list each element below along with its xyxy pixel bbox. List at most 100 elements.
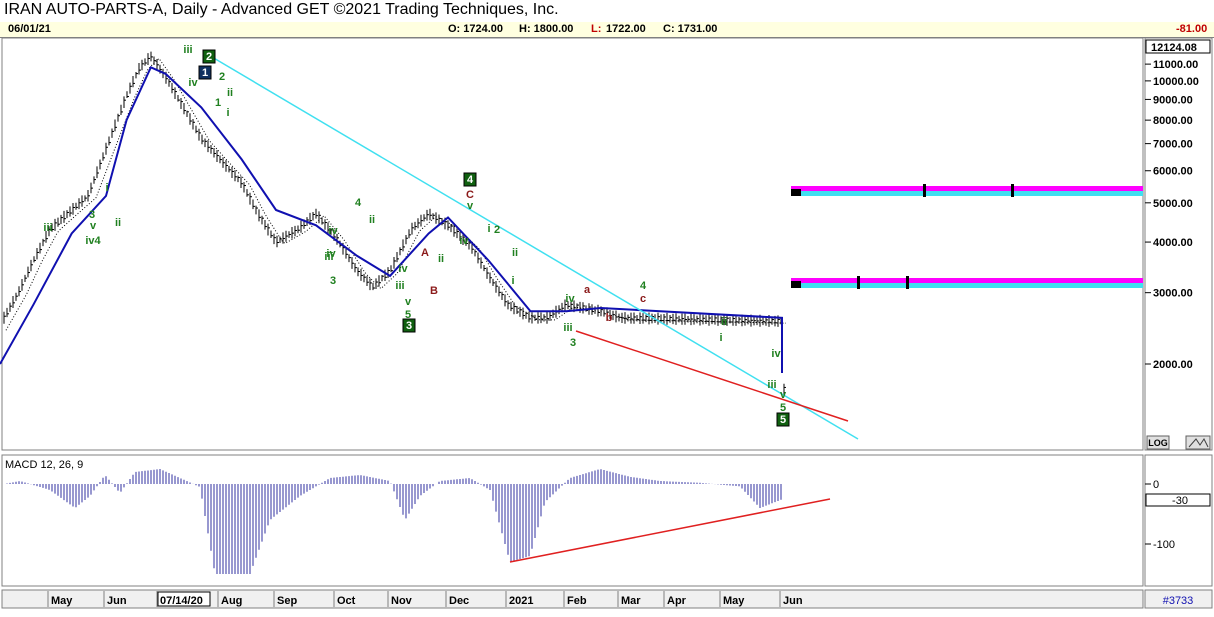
price-bar bbox=[270, 230, 273, 238]
wave-label: iii bbox=[395, 280, 404, 292]
price-bar bbox=[102, 152, 105, 161]
wave-marker-box: 4 bbox=[463, 172, 477, 187]
wave-label: ii bbox=[721, 316, 727, 328]
log-button[interactable]: LOG bbox=[1146, 435, 1170, 450]
price-bar bbox=[222, 157, 225, 168]
price-bar bbox=[45, 230, 48, 243]
price-bar bbox=[324, 219, 327, 230]
date-tick-label: 2021 bbox=[509, 595, 533, 607]
price-bar bbox=[369, 278, 372, 291]
price-bar bbox=[459, 231, 462, 241]
price-bar bbox=[663, 313, 666, 324]
price-bar bbox=[354, 262, 357, 273]
price-bar bbox=[207, 140, 210, 153]
wave-label: 5 bbox=[405, 309, 411, 321]
price-bar bbox=[27, 266, 30, 278]
price-bar bbox=[726, 314, 729, 326]
price-bar bbox=[99, 159, 102, 170]
wave-label: i bbox=[487, 223, 490, 235]
date-axis: May Jun 07/14/20 Aug Sep Oct Nov Dec 2021 Feb Mar A… bbox=[47, 591, 803, 607]
current-price-label: 12124.08 bbox=[1151, 42, 1197, 54]
wave-label: i bbox=[105, 182, 108, 194]
scale-icon[interactable] bbox=[1185, 435, 1211, 450]
band-marker bbox=[791, 189, 801, 196]
price-bar bbox=[639, 312, 642, 325]
price-bar bbox=[762, 316, 765, 326]
price-bar bbox=[228, 165, 231, 173]
date-tick-label: May bbox=[723, 595, 745, 607]
macd-current-label: -30 bbox=[1172, 495, 1188, 507]
window-title-bar: IRAN AUTO-PARTS-A, Daily - Advanced GET … bbox=[0, 0, 1214, 23]
price-bar bbox=[624, 312, 627, 324]
wave-label: B bbox=[430, 285, 438, 297]
price-bar bbox=[42, 238, 45, 247]
wave-marker-label: 4 bbox=[467, 174, 474, 186]
date-axis-panel bbox=[1, 589, 1144, 609]
price-bar bbox=[231, 166, 234, 178]
price-bar bbox=[771, 317, 774, 325]
price-bar bbox=[294, 225, 297, 237]
price-tick-label: 11000.00 bbox=[1153, 59, 1198, 71]
wave-label: 3 bbox=[330, 275, 336, 287]
price-bar bbox=[507, 300, 510, 310]
price-bar bbox=[51, 223, 54, 232]
price-bar bbox=[510, 301, 513, 312]
price-bar bbox=[138, 62, 141, 75]
price-bar bbox=[672, 313, 675, 325]
price-bar bbox=[477, 252, 480, 264]
close-label: C: 1731.00 bbox=[663, 23, 718, 35]
log-button-frame[interactable] bbox=[1146, 435, 1170, 450]
price-bar bbox=[411, 222, 414, 235]
price-bar bbox=[615, 310, 618, 323]
open-label: O: 1724.00 bbox=[448, 23, 504, 35]
price-bar bbox=[447, 220, 450, 231]
price-bar bbox=[48, 226, 51, 237]
price-bar bbox=[366, 276, 369, 287]
price-bar bbox=[213, 147, 216, 158]
price-bar bbox=[282, 232, 285, 244]
price-bar bbox=[633, 312, 636, 324]
price-bar bbox=[504, 294, 507, 307]
wave-label: iv bbox=[328, 225, 338, 237]
selected-date-box bbox=[157, 591, 211, 607]
price-bar bbox=[783, 383, 786, 396]
price-bar bbox=[210, 145, 213, 154]
price-bar bbox=[516, 306, 519, 315]
footer-code: #3733 bbox=[1163, 595, 1194, 607]
price-bar bbox=[336, 233, 339, 245]
price-bar bbox=[738, 317, 741, 324]
price-bar bbox=[486, 267, 489, 279]
wave-label: i bbox=[511, 275, 514, 287]
price-bar bbox=[432, 213, 435, 220]
price-tick-label: 3000.00 bbox=[1153, 288, 1193, 300]
price-bar bbox=[576, 303, 579, 311]
price-bar bbox=[645, 314, 648, 323]
price-bar bbox=[219, 155, 222, 164]
price-bar bbox=[204, 138, 207, 148]
macd-panel bbox=[1, 454, 1144, 587]
wave-label: iv bbox=[459, 235, 469, 247]
log-button-label[interactable]: LOG bbox=[1148, 438, 1168, 448]
price-bar bbox=[714, 315, 717, 325]
price-bar bbox=[3, 311, 6, 324]
moving-average-line bbox=[0, 66, 783, 374]
price-bar bbox=[465, 237, 468, 246]
price-bar bbox=[549, 311, 552, 321]
price-bar bbox=[21, 278, 24, 291]
price-bar bbox=[177, 94, 180, 102]
price-bar bbox=[69, 206, 72, 217]
price-bar bbox=[132, 76, 135, 88]
price-bar bbox=[120, 104, 123, 116]
price-bar bbox=[6, 307, 9, 318]
price-bar bbox=[240, 176, 243, 188]
price-bar bbox=[174, 87, 177, 100]
price-bar bbox=[246, 189, 249, 197]
price-bar bbox=[117, 113, 120, 122]
high-label: H: 1800.00 bbox=[519, 23, 574, 35]
price-bar bbox=[630, 312, 633, 324]
price-bar bbox=[351, 256, 354, 269]
elliott-wave-labels: iii viv43iiiiiiiv12iiiiv4iiiiiiv3v5ABivii… bbox=[43, 44, 790, 427]
price-bar bbox=[24, 274, 27, 282]
wave-label: 2 bbox=[494, 224, 500, 236]
